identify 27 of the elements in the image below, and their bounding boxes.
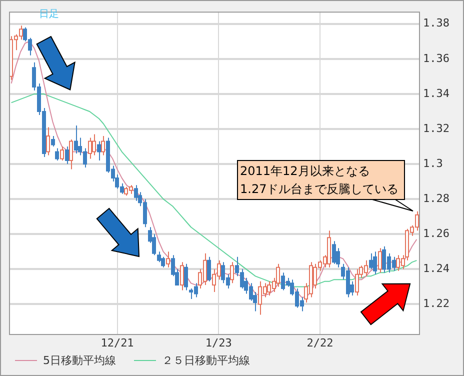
x-tick-label: 2/22 [306,336,334,350]
candlestick [327,230,331,268]
x-tick-label: 12/21 [100,336,134,350]
legend-label: ２５日移動平均線 [161,353,250,368]
y-tick-label: 1.32 [423,122,450,135]
candlestick [355,268,359,296]
y-tick-label: 1.34 [423,86,450,100]
y-tick-label: 1.22 [423,297,450,310]
y-tick-label: 1.38 [423,16,450,30]
y-tick-label: 1.28 [423,192,450,205]
y-tick-label: 1.3 [423,156,443,170]
y-tick-label: 1.26 [423,226,450,240]
y-tick-label: 1.24 [423,262,450,276]
candlestick [69,139,73,170]
candlestick [373,251,377,275]
candlestick [166,251,170,268]
candlestick [97,140,101,162]
candlestick [74,124,78,154]
candlestick [46,126,50,156]
candlestick [101,136,105,156]
x-tick-label: 1/23 [205,336,232,350]
candlestick [88,137,92,160]
y-tick-label: 1.36 [423,52,450,65]
legend-label: 5日移動平均線 [42,353,116,368]
annotation: 2011年12月以来となる 1.27ドル台まで反騰している [237,160,405,200]
annotation: 日足 [39,8,59,21]
candlestick [92,134,96,156]
